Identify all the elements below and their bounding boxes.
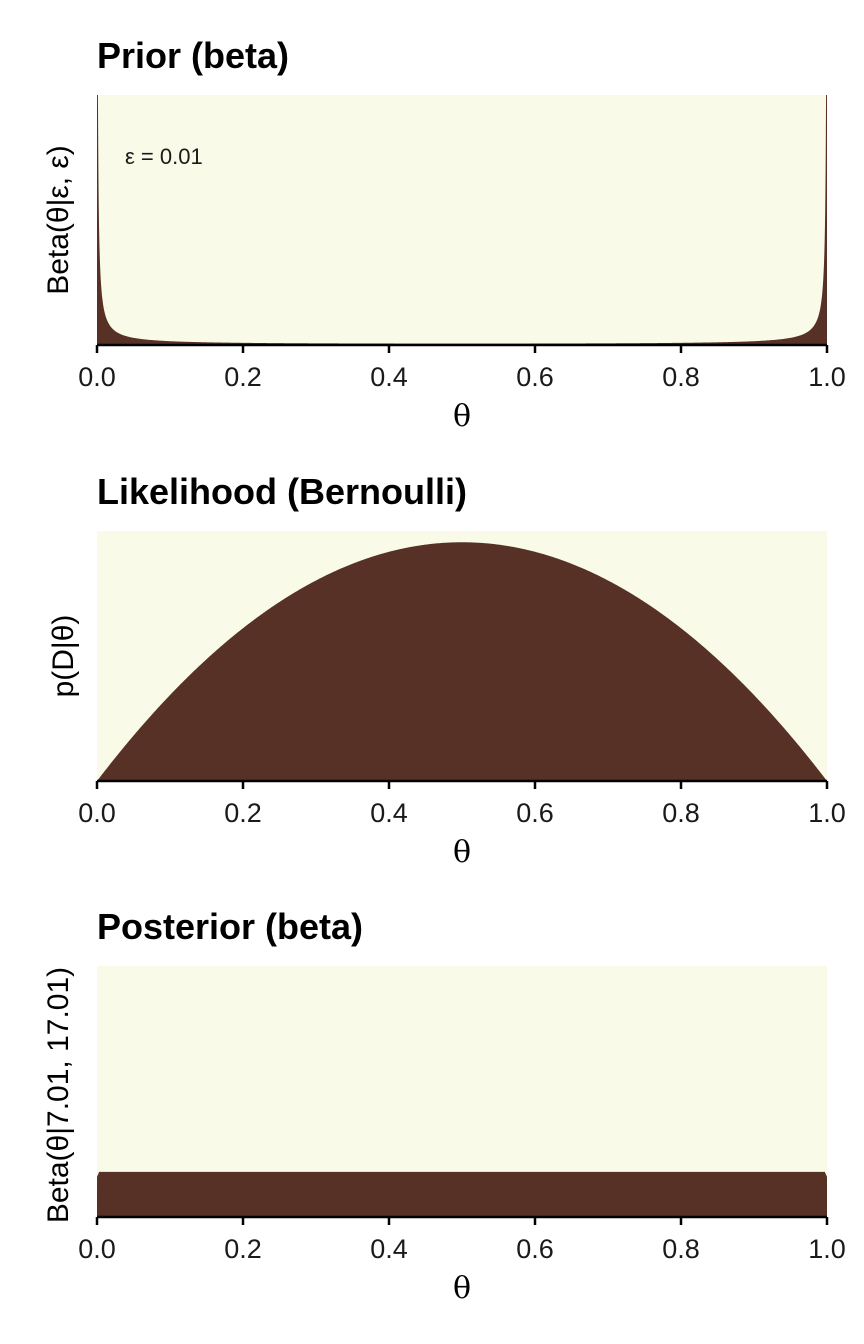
likelihood-x-tick-label: 0.0 xyxy=(78,798,116,828)
likelihood-title: Likelihood (Bernoulli) xyxy=(97,471,467,512)
prior-x-axis-label: θ xyxy=(453,399,471,434)
posterior-x-tick-label: 0.2 xyxy=(224,1234,262,1264)
prior-panel: Prior (beta) ε = 0.01 0.0 0.2 0.4 0.6 0.8 1.0… xyxy=(42,35,846,434)
prior-y-axis-label: Beta(θ|ε, ε) xyxy=(42,145,75,295)
prior-x-tick-label: 0.4 xyxy=(370,362,408,392)
likelihood-x-ticks: 0.0 0.2 0.4 0.6 0.8 1.0 xyxy=(78,781,846,828)
prior-plot-background xyxy=(97,95,827,345)
posterior-density-area xyxy=(97,1171,827,1217)
posterior-panel: Posterior (beta) 0.0 0.2 0.4 0.6 0.8 1.0 θ Be… xyxy=(42,906,846,1306)
prior-title: Prior (beta) xyxy=(97,35,289,76)
posterior-x-ticks: 0.0 0.2 0.4 0.6 0.8 1.0 xyxy=(78,1217,846,1264)
likelihood-x-tick-label: 0.2 xyxy=(224,798,262,828)
likelihood-x-tick-label: 0.6 xyxy=(516,798,554,828)
posterior-x-tick-label: 0.6 xyxy=(516,1234,554,1264)
likelihood-x-tick-label: 1.0 xyxy=(808,798,846,828)
prior-x-tick-label: 0.8 xyxy=(662,362,700,392)
prior-x-ticks: 0.0 0.2 0.4 0.6 0.8 1.0 xyxy=(78,345,846,392)
posterior-x-tick-label: 0.4 xyxy=(370,1234,408,1264)
likelihood-x-tick-label: 0.4 xyxy=(370,798,408,828)
prior-x-tick-label: 0.6 xyxy=(516,362,554,392)
prior-x-tick-label: 0.0 xyxy=(78,362,116,392)
likelihood-x-tick-label: 0.8 xyxy=(662,798,700,828)
posterior-x-axis-label: θ xyxy=(453,1271,471,1306)
posterior-title: Posterior (beta) xyxy=(97,906,363,947)
prior-epsilon-annotation: ε = 0.01 xyxy=(125,144,203,169)
posterior-y-axis-label: Beta(θ|7.01, 17.01) xyxy=(42,967,75,1223)
likelihood-panel: Likelihood (Bernoulli) 0.0 0.2 0.4 0.6 0.8 1.… xyxy=(47,471,846,870)
posterior-x-tick-label: 0.0 xyxy=(78,1234,116,1264)
likelihood-y-axis-label: p(D|θ) xyxy=(47,615,80,698)
likelihood-area xyxy=(97,542,827,781)
likelihood-x-axis-label: θ xyxy=(453,835,471,870)
prior-x-tick-label: 0.2 xyxy=(224,362,262,392)
posterior-x-tick-label: 1.0 xyxy=(808,1234,846,1264)
posterior-x-tick-label: 0.8 xyxy=(662,1234,700,1264)
prior-x-tick-label: 1.0 xyxy=(808,362,846,392)
